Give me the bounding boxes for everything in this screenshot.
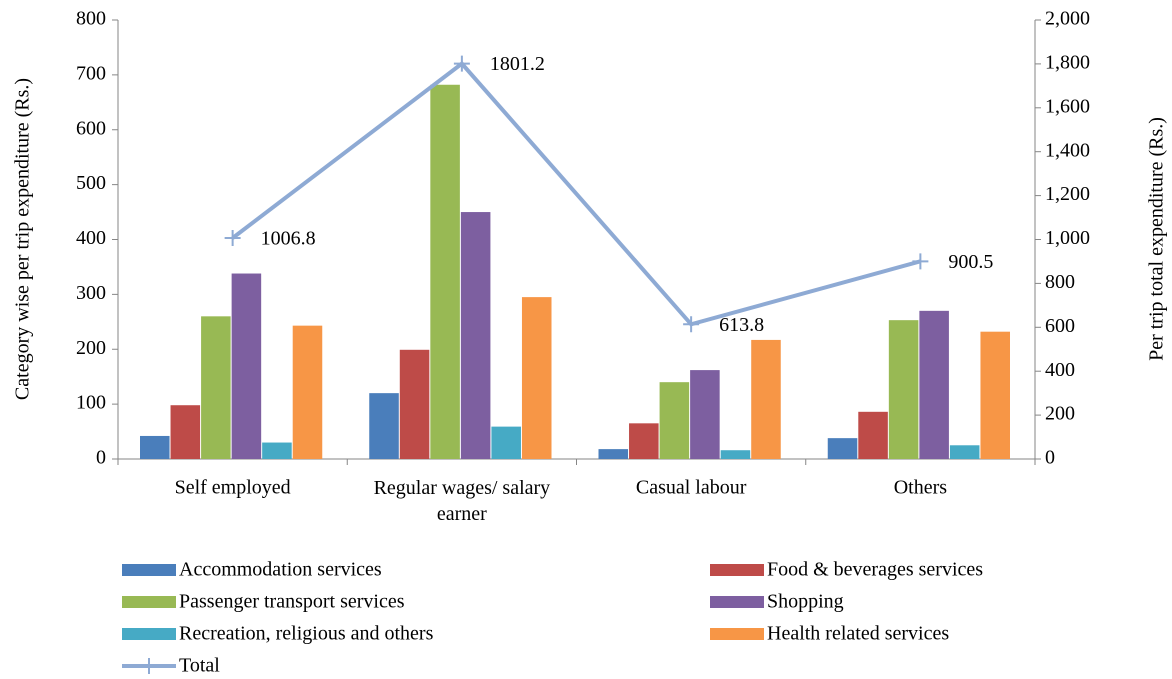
legend-swatch xyxy=(122,596,176,608)
bar xyxy=(629,423,659,459)
legend-label: Passenger transport services xyxy=(179,591,405,613)
legend-swatch xyxy=(122,628,176,640)
legend-label: Health related services xyxy=(767,623,949,645)
bar xyxy=(201,316,231,459)
y2-tick-label: 1,800 xyxy=(1045,51,1090,73)
y2-tick-label: 0 xyxy=(1045,447,1055,469)
data-label: 900.5 xyxy=(948,251,993,273)
x-tick-label: Self employed xyxy=(175,477,291,499)
y-tick-label: 0 xyxy=(96,447,106,469)
line-marker xyxy=(453,55,470,72)
bar xyxy=(598,449,629,459)
bar xyxy=(949,445,980,459)
bar xyxy=(231,273,262,459)
bar xyxy=(430,84,460,459)
bar xyxy=(827,438,858,459)
y2-tick-label: 200 xyxy=(1045,403,1075,425)
bar xyxy=(888,320,919,459)
legend-swatch xyxy=(710,628,764,640)
legend-swatch xyxy=(122,564,176,576)
bar xyxy=(659,382,690,459)
bar xyxy=(491,426,521,459)
y2-tick-label: 1,400 xyxy=(1045,139,1090,161)
line-marker xyxy=(683,316,700,333)
legend-label: Recreation, religious and others xyxy=(179,623,434,645)
y-axis-label: Category wise per trip expenditure (Rs.) xyxy=(12,78,34,400)
bar xyxy=(292,325,323,459)
y2-tick-label: 1,200 xyxy=(1045,183,1090,205)
y-tick-label: 600 xyxy=(76,117,106,139)
bar xyxy=(140,435,170,459)
legend-swatch xyxy=(710,564,764,576)
data-label: 1006.8 xyxy=(261,228,316,250)
y-tick-label: 400 xyxy=(76,227,106,249)
bar xyxy=(521,297,552,459)
y-tick-label: 200 xyxy=(76,337,106,359)
bar xyxy=(980,331,1010,459)
bar xyxy=(858,411,888,459)
line-marker xyxy=(912,253,929,270)
y2-tick-label: 400 xyxy=(1045,359,1075,381)
bar xyxy=(170,405,201,459)
bar xyxy=(399,349,430,459)
y-tick-label: 500 xyxy=(76,172,106,194)
bar xyxy=(369,393,399,459)
legend-label: Accommodation services xyxy=(179,559,382,581)
y2-tick-label: 1,000 xyxy=(1045,227,1090,249)
y-tick-label: 800 xyxy=(76,8,106,30)
y-tick-label: 300 xyxy=(76,282,106,304)
bar xyxy=(720,450,751,459)
legend-label: Food & beverages services xyxy=(767,559,983,581)
y2-axis-label: Per trip total expenditure (Rs.) xyxy=(1146,117,1168,361)
y-tick-label: 100 xyxy=(76,392,106,414)
y2-tick-label: 1,600 xyxy=(1045,95,1090,117)
bar xyxy=(919,310,949,459)
bar xyxy=(690,370,720,459)
y-tick-label: 700 xyxy=(76,62,106,84)
y2-tick-label: 2,000 xyxy=(1045,8,1090,30)
x-tick-label: Regular wages/ salary earner xyxy=(374,477,551,525)
x-tick-label: Others xyxy=(894,477,948,499)
bar xyxy=(460,212,491,459)
y2-tick-label: 600 xyxy=(1045,315,1075,337)
data-label: 613.8 xyxy=(719,314,764,336)
bar xyxy=(262,442,292,459)
legend-label: Total xyxy=(179,655,220,677)
x-tick-label: Casual labour xyxy=(636,477,747,499)
bar xyxy=(751,339,781,459)
line-marker xyxy=(224,230,241,247)
data-label: 1801.2 xyxy=(490,53,545,75)
y2-tick-label: 800 xyxy=(1045,271,1075,293)
legend-marker xyxy=(141,658,157,674)
legend-label: Shopping xyxy=(767,591,844,613)
line xyxy=(231,60,921,327)
legend-swatch xyxy=(710,596,764,608)
